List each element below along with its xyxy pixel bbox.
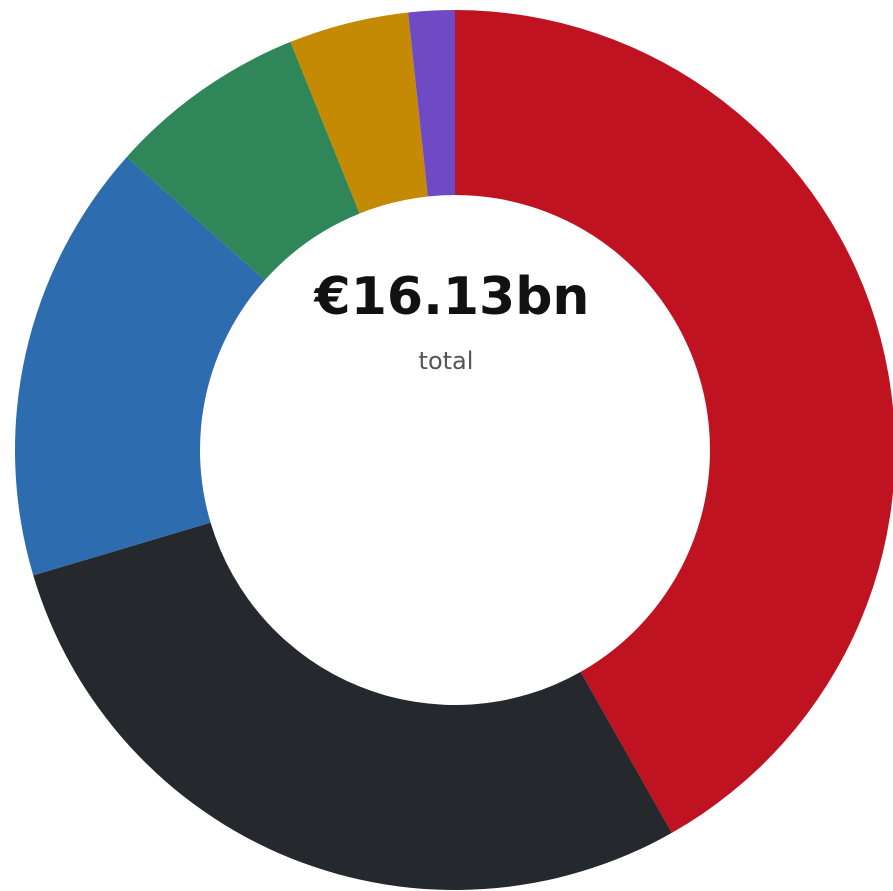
donut-slice [15, 156, 265, 576]
donut-slice [408, 10, 455, 197]
donut-slice [126, 41, 360, 281]
slices [15, 10, 893, 890]
donut-slice [33, 522, 672, 890]
donut-slice [290, 12, 428, 214]
center-label: €16.13bn [314, 267, 590, 327]
donut-slice [455, 10, 893, 833]
center-sublabel: total [419, 347, 474, 375]
